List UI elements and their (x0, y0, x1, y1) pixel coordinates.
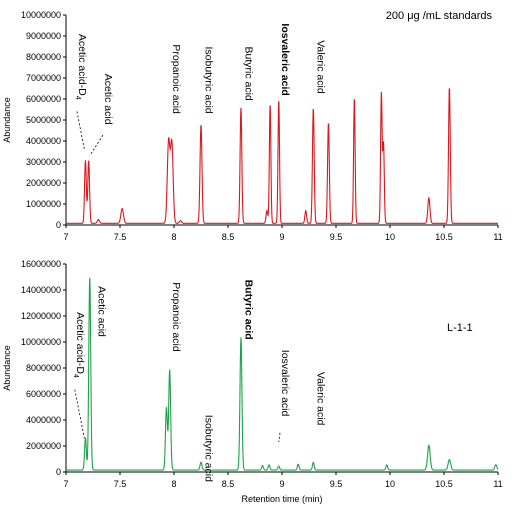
x-tick-label: 7 (63, 479, 68, 489)
y-tick-label: 6000000 (26, 94, 61, 104)
peak-label: Valeric acid (315, 40, 327, 94)
y-tick-label: 10000000 (21, 10, 61, 20)
x-tick-label: 10.5 (435, 479, 453, 489)
y-tick-label: 8000000 (26, 52, 61, 62)
y-tick-label: 7000000 (26, 73, 61, 83)
peak-label: Valeric acid (315, 372, 327, 426)
y-axis-title: Abundance (2, 345, 12, 391)
peak-label: Propanoic acid (170, 282, 182, 352)
y-axis-title: Abundance (2, 97, 12, 143)
x-tick-label: 7 (63, 232, 68, 242)
y-tick-label: 5000000 (26, 115, 61, 125)
standards-chromatogram-panel: 0 1000000 2000000 3000000 4000000 5000000 6000… (2, 10, 503, 242)
x-tick-label: 8.5 (222, 232, 235, 242)
y-tick-label: 0 (56, 220, 61, 230)
x-tick-label: 11 (493, 479, 502, 489)
y-tick-label: 2000000 (26, 178, 61, 188)
y-tick-label: 4000000 (26, 415, 61, 425)
peak-label: Butyric acid (242, 280, 254, 340)
peak-label: Butyric acid (242, 47, 254, 101)
panel-annotation: L-1-1 (447, 322, 473, 334)
peak-label: Acetic acid (102, 74, 114, 125)
x-tick-label: 9 (279, 232, 284, 242)
x-tick-label: 9 (279, 479, 284, 489)
sample-chromatogram-panel: 0 2000000 4000000 6000000 8000000 10000000 120… (2, 259, 503, 504)
peak-label: Iosvaleric acid (279, 23, 291, 95)
y-tick-label: 4000000 (26, 136, 61, 146)
y-tick-label: 0 (56, 467, 61, 477)
x-tick-label: 8 (171, 479, 176, 489)
peak-label: Propanoic acid (170, 44, 182, 114)
peak-label: Isobutyric acid (202, 415, 214, 482)
y-tick-label: 16000000 (21, 259, 61, 269)
x-tick-label: 9.5 (330, 232, 343, 242)
x-tick-label: 10 (385, 479, 395, 489)
y-tick-label: 14000000 (21, 285, 61, 295)
peak-label-leader (278, 432, 281, 443)
y-tick-label: 2000000 (26, 441, 61, 451)
x-tick-label: 8 (171, 232, 176, 242)
y-tick-label: 6000000 (26, 389, 61, 399)
chromatogram-trace (66, 277, 499, 471)
y-tick-label: 3000000 (26, 157, 61, 167)
x-tick-label: 10 (385, 232, 395, 242)
x-tick-label: 11 (493, 232, 502, 242)
x-tick-label: 7.5 (114, 232, 127, 242)
chromatogram-trace (66, 88, 498, 224)
x-tick-label: 8.5 (222, 479, 235, 489)
y-tick-label: 1000000 (26, 199, 61, 209)
peak-label-leader (74, 389, 85, 439)
x-tick-label: 7.5 (114, 479, 127, 489)
peak-label-leader (76, 111, 85, 150)
x-tick-label: 10.5 (435, 232, 453, 242)
peak-label: Acetic acid-D4 (72, 312, 86, 378)
peak-label-leader (89, 134, 104, 156)
peak-label: Iosvaleric acid (279, 350, 291, 417)
peak-label: Acetic acid-D4 (74, 34, 88, 100)
peak-label: Acetic acid (95, 286, 107, 337)
x-axis-title: Retention time (min) (241, 494, 322, 504)
y-tick-label: 10000000 (21, 337, 61, 347)
y-tick-label: 12000000 (21, 311, 61, 321)
y-tick-label: 8000000 (26, 363, 61, 373)
peak-label: Isobutyric acid (202, 47, 214, 114)
panel-annotation: 200 μg /mL standards (386, 10, 493, 22)
y-tick-label: 9000000 (26, 31, 61, 41)
x-tick-label: 9.5 (330, 479, 343, 489)
